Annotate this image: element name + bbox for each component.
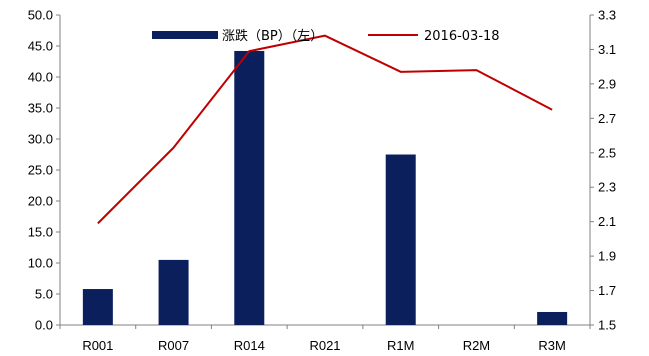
x-tick-label: R3M [538,338,565,353]
x-tick-label: R2M [463,338,490,353]
y-right-tick-label: 1.9 [598,249,616,264]
bar [385,154,416,325]
y-right-tick-label: 3.1 [598,42,616,57]
x-tick-label: R001 [82,338,113,353]
line-path [97,34,553,225]
y-right-tick-label: 2.3 [598,180,616,195]
y-left-tick-label: 15.0 [28,225,53,240]
y-left-tick-label: 5.0 [35,287,53,302]
y-right-tick-label: 3.3 [598,8,616,23]
y-right-tick-label: 2.7 [598,111,616,126]
y-right-tick-label: 2.1 [598,214,616,229]
line-series [97,34,553,225]
bar [82,289,113,325]
y-left-tick-label: 35.0 [28,101,53,116]
x-tick-label: R014 [234,338,265,353]
y-right-tick-label: 2.5 [598,145,616,160]
x-tick-label: R1M [387,338,414,353]
y-left-tick-label: 0.0 [35,318,53,333]
bars [82,50,568,326]
bar [234,50,265,326]
axes: 0.0 5.0 10.0 15.0 20.0 25.0 30.0 35.0 40.0 45.0 50… [28,8,616,354]
y-left-tick-label: 25.0 [28,163,53,178]
y-left-tick-label: 50.0 [28,8,53,23]
y-left-tick-label: 20.0 [28,194,53,209]
y-left-tick-label: 10.0 [28,256,53,271]
bar [537,311,568,325]
legend-bar-label: 涨跌（BP）（左） [222,28,323,44]
bar [158,259,189,325]
y-left-tick-label: 45.0 [28,39,53,54]
x-tick-label: R021 [309,338,340,353]
y-right-tick-label: 1.5 [598,318,616,333]
legend-bar-swatch [152,31,218,39]
y-left-tick-label: 30.0 [28,132,53,147]
x-tick-label: R007 [158,338,189,353]
legend: 涨跌（BP）（左） 2016-03-18 [152,28,500,44]
y-right-tick-label: 1.7 [598,283,616,298]
legend-line-label: 2016-03-18 [424,29,500,44]
y-right-tick-label: 2.9 [598,76,616,91]
y-left-tick-label: 40.0 [28,70,53,85]
